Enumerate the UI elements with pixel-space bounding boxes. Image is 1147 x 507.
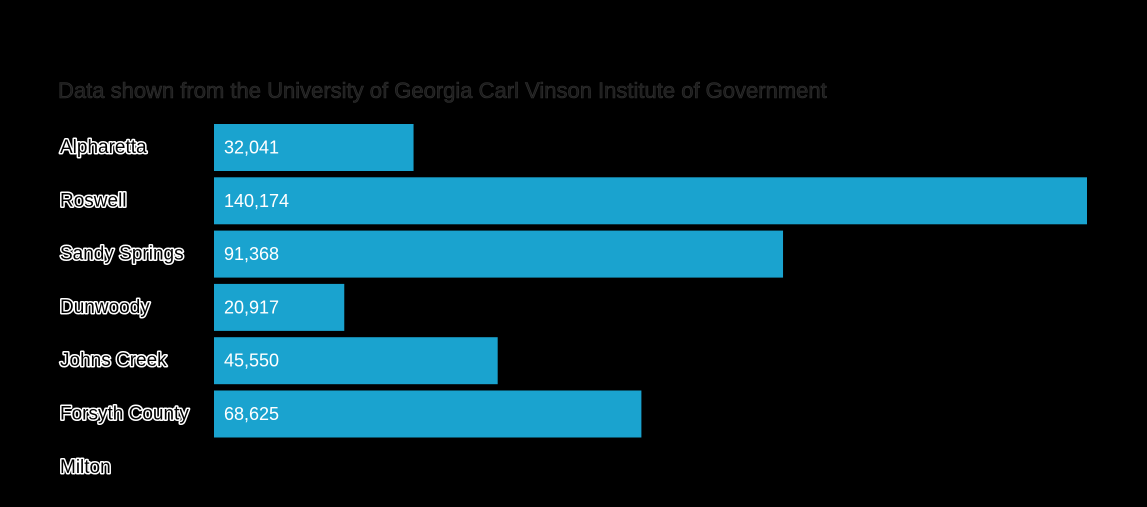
- bar-johns-creek: [214, 337, 498, 385]
- category-label-forsyth-county: Forsyth County: [60, 404, 189, 425]
- value-label-johns-creek: 45,550: [224, 351, 279, 371]
- bar-sandy-springs: [214, 230, 784, 278]
- value-label-forsyth-county: 68,625: [224, 404, 279, 424]
- value-label-alpharetta: 32,041: [224, 138, 279, 158]
- chart-subtitle: Data shown from the University of Georgi…: [58, 78, 827, 104]
- bar-roswell: [214, 177, 1087, 225]
- bar-dunwoody: [214, 283, 345, 331]
- bar-forsyth-county: [214, 390, 642, 438]
- category-label-johns-creek: Johns Creek: [60, 350, 167, 371]
- category-label-alpharetta: Alpharetta: [60, 137, 147, 158]
- category-label-dunwoody: Dunwoody: [60, 297, 150, 318]
- category-label-sandy-springs: Sandy Springs: [60, 244, 184, 265]
- category-label-roswell: Roswell: [60, 190, 127, 211]
- value-label-roswell: 140,174: [224, 191, 289, 211]
- category-label-milton: Milton: [60, 457, 111, 478]
- bar-alpharetta: [214, 124, 414, 171]
- value-label-dunwoody: 20,917: [224, 297, 279, 317]
- value-label-sandy-springs: 91,368: [224, 244, 279, 264]
